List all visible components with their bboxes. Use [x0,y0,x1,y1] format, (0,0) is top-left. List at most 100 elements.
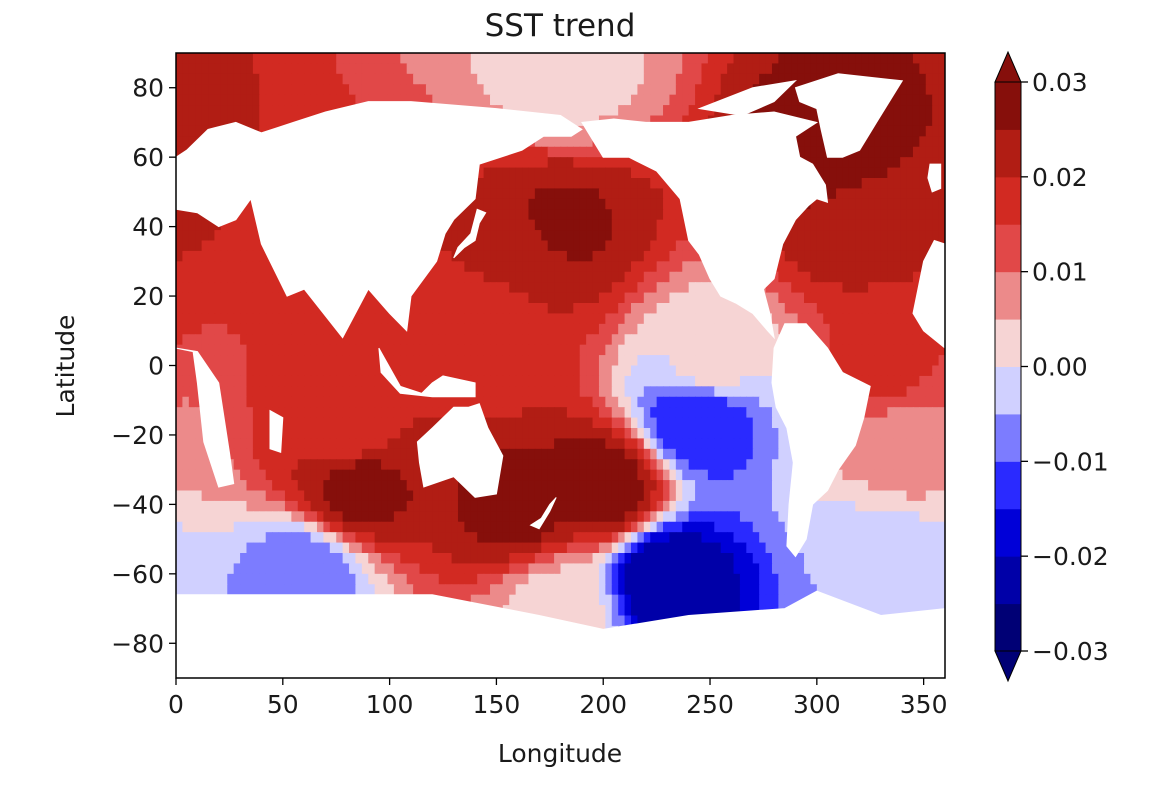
ocean-cell [842,365,850,377]
ocean-cell [630,219,638,231]
ocean-cell [919,386,927,398]
ocean-cell [573,375,581,387]
ocean-cell [919,240,927,252]
ocean-cell [586,386,594,398]
ocean-cell [560,396,568,408]
ocean-cell [470,73,478,85]
ocean-cell [874,167,882,179]
ocean-cell [739,334,747,346]
ocean-cell [912,365,920,377]
ocean-cell [496,355,504,367]
ocean-cell [912,230,920,242]
ocean-cell [400,84,408,96]
ocean-cell [496,271,504,283]
ocean-cell [182,230,190,242]
ocean-cell [374,396,382,408]
ocean-cell [868,323,876,335]
ocean-cell [656,459,664,471]
ocean-cell [477,63,485,75]
ocean-cell [272,271,280,283]
ocean-cell [432,355,440,367]
ocean-cell [259,250,267,262]
ocean-cell [195,469,203,481]
ocean-cell [925,396,933,408]
ocean-cell [470,323,478,335]
ocean-cell [810,146,818,158]
ocean-cell [771,448,779,460]
ocean-cell [900,292,908,304]
ocean-cell [720,334,728,346]
ocean-cell [361,459,369,471]
ocean-cell [804,136,812,148]
ocean-cell [259,344,267,356]
ocean-cell [432,63,440,75]
ocean-cell [220,73,228,85]
ocean-cell [278,282,286,294]
ocean-cell [329,63,337,75]
ocean-cell [554,438,562,450]
ocean-cell [714,428,722,440]
ocean-cell [432,94,440,106]
ocean-cell [874,469,882,481]
ocean-cell [509,469,517,481]
ocean-cell [502,448,510,460]
ocean-cell [893,157,901,169]
ocean-cell [605,105,613,117]
ocean-cell [509,396,517,408]
ocean-cell [188,313,196,325]
ocean-cell [176,53,184,65]
ocean-cell [605,240,613,252]
ocean-cell [836,219,844,231]
ocean-cell [566,188,574,200]
ocean-cell [919,136,927,148]
ocean-cell [637,303,645,315]
ocean-cell [368,386,376,398]
ocean-cell [701,53,709,65]
ocean-cell [316,53,324,65]
ocean-cell [304,428,312,440]
ocean-cell [618,469,626,481]
ocean-cell [842,355,850,367]
ocean-cell [887,334,895,346]
ocean-cell [393,386,401,398]
ocean-cell [925,105,933,117]
ocean-cell [900,188,908,200]
ocean-cell [188,94,196,106]
ocean-cell [188,355,196,367]
ocean-cell [932,386,940,398]
ocean-cell [502,375,510,387]
ocean-cell [720,303,728,315]
ocean-cell [836,167,844,179]
ocean-cell [349,355,357,367]
ocean-cell [900,219,908,231]
ocean-cell [874,428,882,440]
ocean-cell [284,323,292,335]
ocean-cell [272,323,280,335]
ocean-cell [336,84,344,96]
ocean-cell [515,417,523,429]
ocean-cell [457,230,465,242]
ocean-cell [413,469,421,481]
ocean-cell [547,136,555,148]
ocean-cell [663,375,671,387]
ocean-cell [893,53,901,65]
ocean-cell [208,73,216,85]
ocean-cell [393,459,401,471]
ocean-cell [791,250,799,262]
ocean-cell [752,469,760,481]
ocean-cell [823,271,831,283]
ocean-cell [695,261,703,273]
ocean-cell [522,303,530,315]
ocean-cell [297,63,305,75]
ocean-cell [624,438,632,450]
ocean-cell [733,313,741,325]
ocean-cell [560,469,568,481]
ocean-cell [547,448,555,460]
ocean-cell [188,261,196,273]
ocean-cell [284,63,292,75]
ocean-cell [848,157,856,169]
ocean-cell [720,323,728,335]
ocean-cell [490,303,498,315]
ocean-cell [938,459,945,471]
ocean-cell [483,178,491,190]
